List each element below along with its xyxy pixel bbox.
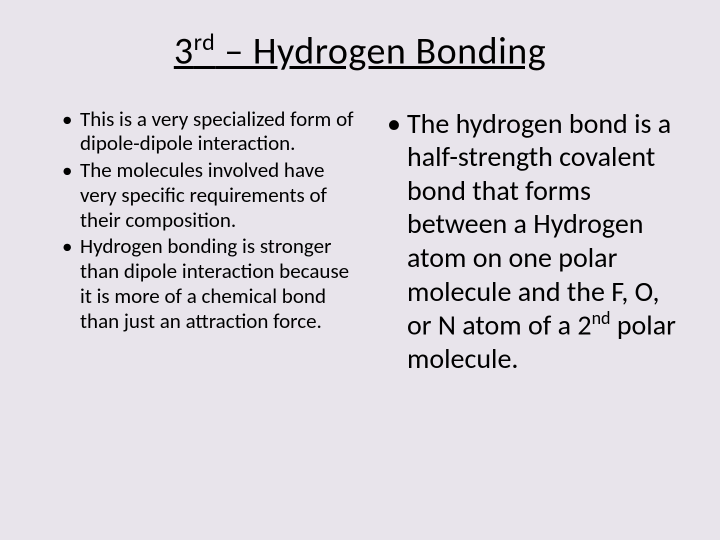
left-column: This is a very specialized form of dipol… [40, 107, 355, 376]
title-superscript: rd [194, 28, 216, 57]
title-prefix: 3 [174, 29, 194, 75]
right-bullet-superscript: nd [592, 307, 611, 329]
slide-container: 3rd – Hydrogen Bonding This is a very sp… [0, 0, 720, 540]
list-item: The hydrogen bond is a half-strength cov… [387, 107, 680, 376]
right-bullet-list: The hydrogen bond is a half-strength cov… [387, 107, 680, 376]
slide-title: 3rd – Hydrogen Bonding [40, 28, 680, 75]
list-item: This is a very specialized form of dipol… [62, 107, 355, 157]
title-rest: – Hydrogen Bonding [215, 29, 546, 75]
columns-container: This is a very specialized form of dipol… [40, 107, 680, 376]
right-column: The hydrogen bond is a half-strength cov… [375, 107, 680, 376]
left-bullet-list: This is a very specialized form of dipol… [62, 107, 355, 334]
list-item: The molecules involved have very specifi… [62, 158, 355, 232]
list-item: Hydrogen bonding is stronger than dipole… [62, 234, 355, 333]
